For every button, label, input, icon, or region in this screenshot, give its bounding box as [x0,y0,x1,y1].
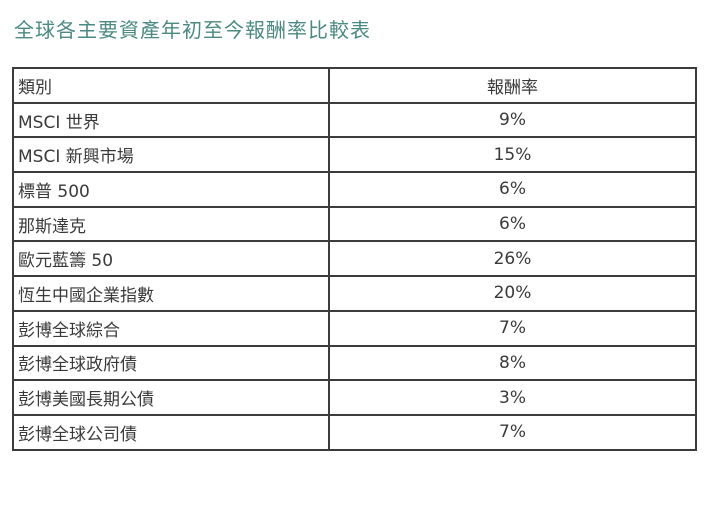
return-cell: 6% [328,205,697,243]
table-row: 那斯達克 6% [12,205,697,243]
category-cell: 彭博美國長期公債 [12,379,330,416]
table-row: 標普 500 6% [12,171,697,208]
page-title: 全球各主要資產年初至今報酬率比較表 [14,18,371,42]
header-return: 報酬率 [328,67,697,104]
table-row: 彭博美國長期公債 3% [12,379,697,416]
category-cell: 標普 500 [12,171,330,208]
table-row: 彭博全球綜合 7% [12,309,697,347]
return-cell: 8% [328,344,697,382]
return-cell: 6% [328,171,697,208]
category-cell: 彭博全球公司債 [12,413,330,451]
table-row: 彭博全球公司債 7% [12,413,697,451]
category-cell: 彭博全球綜合 [12,309,330,347]
category-cell: MSCI 新興市場 [12,136,330,174]
table-row: 恆生中國企業指數 20% [12,275,697,312]
table-header-row: 類別 報酬率 [12,67,697,104]
category-cell: 彭博全球政府債 [12,344,330,382]
return-cell: 20% [328,275,697,312]
return-cell: 7% [328,309,697,347]
table-row: 彭博全球政府債 8% [12,344,697,382]
return-cell: 3% [328,379,697,416]
return-cell: 15% [328,136,697,174]
header-category: 類別 [12,67,330,104]
return-cell: 26% [328,240,697,278]
category-cell: 恆生中國企業指數 [12,275,330,312]
table-row: MSCI 世界 9% [12,101,697,139]
return-cell: 9% [328,101,697,139]
table-row: 歐元藍籌 50 26% [12,240,697,278]
category-cell: 歐元藍籌 50 [12,240,330,278]
returns-table: 類別 報酬率 MSCI 世界 9% MSCI 新興市場 15% 標普 500 6… [12,67,697,451]
category-cell: 那斯達克 [12,205,330,243]
table-row: MSCI 新興市場 15% [12,136,697,174]
category-cell: MSCI 世界 [12,101,330,139]
return-cell: 7% [328,413,697,451]
